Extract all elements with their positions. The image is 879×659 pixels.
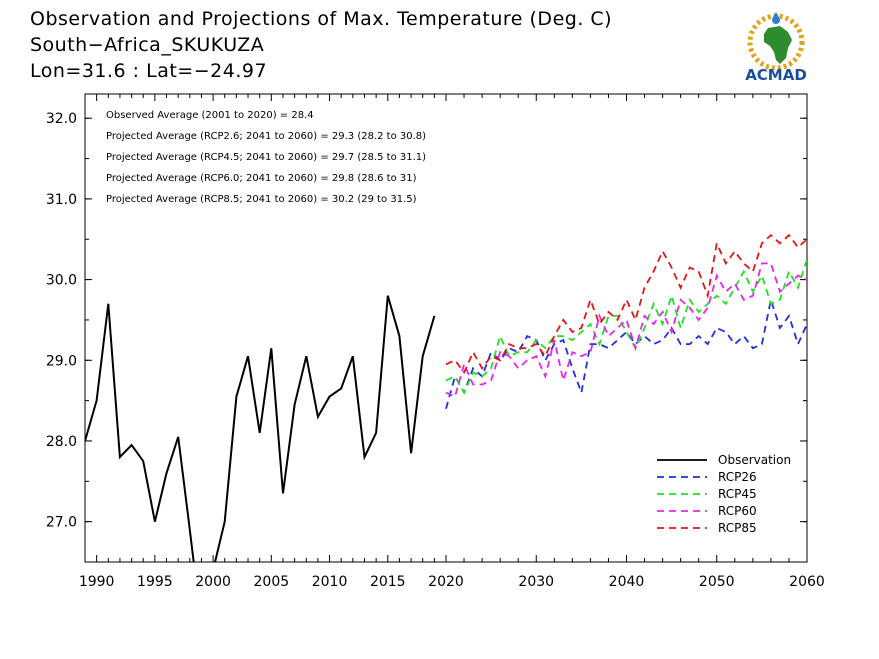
location-label: South−Africa_SKUKUZA [30,34,265,56]
chart-title: Observation and Projections of Max. Temp… [30,8,613,30]
x-tick-label: 2015 [370,574,406,590]
y-tick-label: 29.0 [46,353,77,369]
rcp85-series-line [445,233,807,375]
x-tick-label: 2000 [195,574,231,590]
rcp60-series-line [445,262,807,398]
x-tick-label: 2005 [254,574,290,590]
y-tick-label: 32.0 [46,111,77,127]
rcp26-series-line [445,296,807,409]
y-tick-label: 30.0 [46,273,77,289]
annotation-text: Observed Average (2001 to 2020) = 28.4 [106,110,314,121]
legend-label-rcp85: RCP85 [718,521,757,535]
x-tick-label: 2060 [789,574,825,590]
x-tick-label: 1990 [79,574,115,590]
logo-text: ACMAD [745,66,807,84]
y-tick-label: 27.0 [46,515,77,531]
annotation-text: Projected Average (RCP6.0; 2041 to 2060)… [106,173,417,184]
x-tick-label: 1995 [137,574,173,590]
x-tick-label: 2050 [699,574,735,590]
x-tick-label: 2030 [518,574,554,590]
plot-frame [84,93,808,563]
y-tick-label: 28.0 [46,434,77,450]
legend-label-rcp26: RCP26 [718,470,757,484]
annotation-text: Projected Average (RCP4.5; 2041 to 2060)… [106,152,426,163]
rcp45-series-line [445,259,807,395]
legend-label-rcp45: RCP45 [718,487,757,501]
annotation-text: Projected Average (RCP2.6; 2041 to 2060)… [106,131,426,142]
x-tick-label: 2040 [609,574,645,590]
africa-continent-logo-icon: ACMAD [745,12,807,84]
legend-label-rcp60: RCP60 [718,504,757,518]
coordinates-label: Lon=31.6 : Lat=−24.97 [30,60,268,82]
observation-series-line [85,295,436,562]
x-tick-label: 2020 [428,574,464,590]
x-tick-label: 2010 [312,574,348,590]
annotation-text: Projected Average (RCP8.5; 2041 to 2060)… [106,194,417,205]
legend-label-observation: Observation [718,453,791,467]
y-tick-label: 31.0 [46,192,77,208]
